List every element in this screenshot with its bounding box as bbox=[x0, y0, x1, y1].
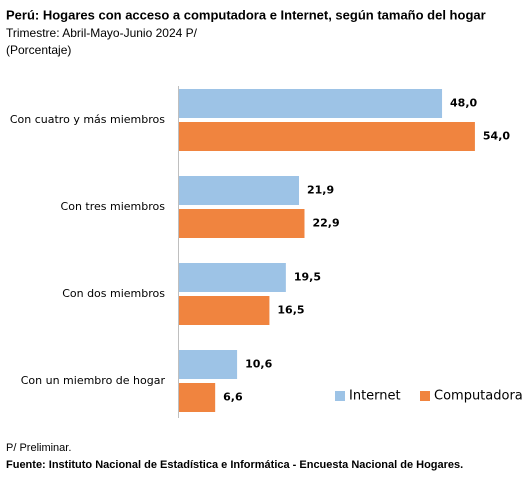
category-label: Con dos miembros bbox=[62, 287, 165, 300]
legend-swatch bbox=[335, 391, 345, 401]
data-label: 54,0 bbox=[483, 130, 510, 143]
chart-subtitle: Trimestre: Abril-Mayo-Junio 2024 P/ bbox=[6, 26, 198, 40]
note: P/ Preliminar. bbox=[6, 442, 71, 454]
category-label: Con tres miembros bbox=[61, 200, 166, 213]
data-label: 10,6 bbox=[245, 358, 272, 371]
bar bbox=[179, 176, 300, 205]
data-label: 48,0 bbox=[450, 97, 477, 110]
chart-title: Perú: Hogares con acceso a computadora e… bbox=[6, 7, 486, 22]
data-label: 19,5 bbox=[294, 271, 321, 284]
data-label: 16,5 bbox=[277, 304, 304, 317]
chart-subtitle: (Porcentaje) bbox=[6, 43, 71, 57]
data-label: 6,6 bbox=[223, 391, 243, 404]
bar bbox=[179, 209, 305, 238]
bar bbox=[179, 89, 443, 118]
legend-swatch bbox=[420, 391, 430, 401]
category-label: Con un miembro de hogar bbox=[21, 374, 166, 387]
source: Fuente: Instituto Nacional de Estadístic… bbox=[6, 459, 463, 471]
legend-label: Internet bbox=[349, 389, 401, 404]
bar bbox=[179, 263, 286, 292]
bar bbox=[179, 296, 270, 325]
bar bbox=[179, 383, 216, 412]
bar bbox=[179, 122, 475, 151]
bar bbox=[179, 350, 238, 379]
data-label: 22,9 bbox=[312, 217, 339, 230]
data-label: 21,9 bbox=[307, 184, 334, 197]
category-label: Con cuatro y más miembros bbox=[10, 113, 165, 126]
legend-label: Computadora bbox=[434, 389, 523, 404]
